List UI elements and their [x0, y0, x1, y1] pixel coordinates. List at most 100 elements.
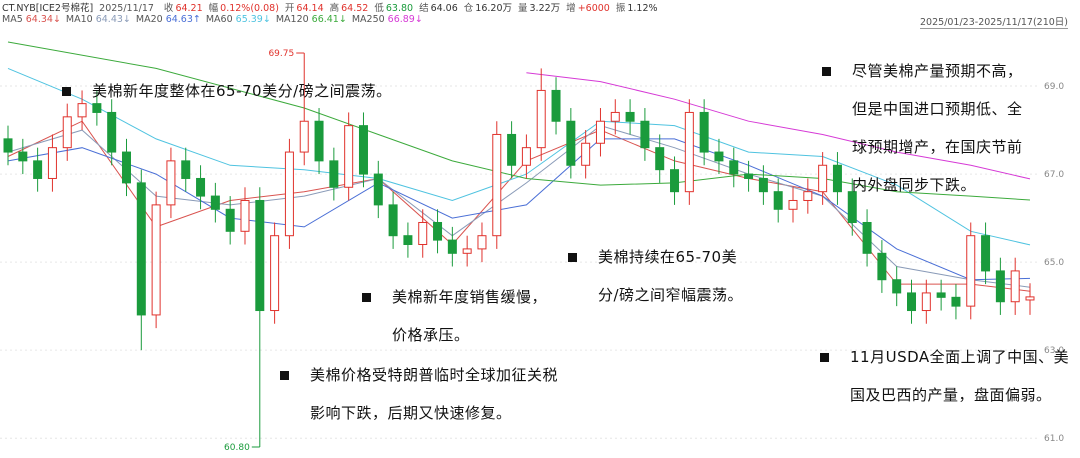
- candle-body: [862, 221, 872, 254]
- y-tick-label: 67.0: [1044, 170, 1064, 180]
- legend-entry: MA10 64.43↓: [66, 14, 131, 25]
- candle-body: [181, 160, 191, 179]
- legend-value: 64.43↓: [95, 14, 131, 25]
- candle-body: [403, 235, 413, 246]
- candle-body: [670, 169, 680, 193]
- legend-name: MA60: [205, 14, 233, 25]
- field-value: +6000: [577, 3, 610, 14]
- candle-body: [240, 199, 250, 232]
- candle-body: [210, 195, 220, 210]
- candle-body: [640, 120, 650, 149]
- candle-body: [33, 160, 43, 179]
- annotation-line: 分/磅之间窄幅震荡。: [598, 286, 744, 304]
- candle-body: [136, 182, 146, 316]
- candle-body: [18, 151, 28, 162]
- date-range: 2025/01/23-2025/11/17(210日): [920, 14, 1068, 29]
- candle-body: [551, 89, 561, 122]
- annotation: 尽管美棉产量预期不高， 但是中国进口预期低、全 球预期增产，在国庆节前 内外盘同步下跌…: [852, 52, 1023, 204]
- field-label: 增: [566, 3, 576, 14]
- candle-body: [521, 147, 531, 166]
- quote-field: 低 63.80: [374, 3, 413, 14]
- candle-body: [373, 173, 383, 206]
- candle-body: [936, 292, 946, 298]
- field-value: 16.20万: [475, 3, 512, 14]
- field-label: 低: [374, 3, 384, 14]
- candle-body: [951, 296, 961, 307]
- candle-body: [684, 111, 694, 193]
- field-value: 3.22万: [529, 3, 561, 14]
- quote-field: 高 64.52: [330, 3, 369, 14]
- candle-body: [225, 208, 235, 232]
- candle-body: [418, 221, 428, 246]
- field-label: 振: [615, 3, 626, 14]
- candle-body: [625, 111, 635, 122]
- annotation: 美棉新年度销售缓慢， 价格承压。: [392, 278, 547, 354]
- candle-body: [610, 111, 620, 122]
- annotation-line: 但是中国进口预期低、全: [852, 100, 1023, 118]
- annotation: 美棉持续在65-70美 分/磅之间窄幅震荡。: [598, 238, 743, 314]
- candle-body: [655, 147, 665, 171]
- annotation: 美棉新年度整体在65-70美分/磅之间震荡。: [92, 72, 392, 110]
- ma-line: [7, 125, 1031, 288]
- field-value: 64.21: [175, 3, 203, 14]
- candle-body: [166, 160, 176, 206]
- legend-entry: MA5 64.34↓: [2, 14, 61, 25]
- quote-field: 结 64.06: [419, 3, 458, 14]
- candle-body: [832, 164, 842, 193]
- legend-value: 66.89↓: [387, 14, 423, 25]
- quote-field: 仓 16.20万: [464, 3, 512, 14]
- annotation-line: 美棉新年度销售缓慢，: [392, 288, 548, 306]
- bullet: [280, 371, 289, 380]
- field-value: 64.52: [341, 3, 369, 14]
- candle-body: [492, 133, 502, 237]
- field-value: 64.06: [430, 3, 458, 14]
- candle-body: [921, 292, 931, 312]
- candle-body: [907, 292, 917, 312]
- candle-body: [981, 235, 991, 272]
- candle-body: [714, 151, 724, 162]
- field-value: 64.14: [296, 3, 324, 14]
- field-label: 开: [284, 3, 295, 14]
- annotation-line: 美棉新年度整体在65-70美分/磅之间震荡。: [92, 82, 392, 100]
- quote-header: CT.NYB[ICE2号棉花] 2025/11/17 收 64.21 幅 0.12%(0.…: [2, 0, 664, 14]
- annotation-line: 11月USDA全面上调了中国、美: [850, 348, 1070, 366]
- field-label: 量: [518, 3, 528, 14]
- candle-body: [566, 120, 576, 166]
- candle-body: [877, 252, 887, 281]
- candle-body: [121, 151, 131, 184]
- candle-body: [758, 177, 768, 193]
- bullet: [62, 87, 71, 96]
- bullet: [568, 253, 577, 262]
- candle-body: [462, 248, 472, 254]
- annotation-line: 价格承压。: [392, 326, 470, 344]
- field-label: 高: [329, 3, 340, 14]
- legend-name: MA5: [2, 14, 23, 25]
- candle-body: [329, 160, 339, 188]
- ma-legend: MA5 64.34↓ MA10 64.43↓ MA20 64.63↑ MA60 65.39↓ M…: [2, 14, 428, 25]
- candle-body: [744, 173, 754, 179]
- candle-body: [284, 151, 294, 237]
- bullet: [822, 67, 831, 76]
- bullet: [820, 353, 829, 362]
- candle-body: [299, 120, 309, 153]
- candle-body: [729, 160, 739, 175]
- candle-body: [270, 235, 280, 312]
- candle-body: [966, 235, 976, 307]
- y-tick-label: 65.0: [1044, 258, 1064, 268]
- legend-value: 66.41↓: [311, 14, 347, 25]
- candle-body: [447, 239, 457, 254]
- field-value: 63.80: [385, 3, 414, 14]
- candle-body: [47, 147, 57, 179]
- annotation-line: 美棉持续在65-70美: [598, 248, 738, 266]
- candle-body: [388, 204, 398, 237]
- candle-body: [536, 89, 546, 149]
- legend-value: 64.34↓: [25, 14, 61, 25]
- date: 2025/11/17: [99, 3, 154, 14]
- legend-entry: MA120 66.41↓: [276, 14, 347, 25]
- candle-body: [3, 138, 13, 153]
- candle-body: [92, 103, 102, 113]
- field-label: 收: [163, 3, 174, 14]
- candle-body: [995, 270, 1005, 303]
- bullet: [362, 293, 371, 302]
